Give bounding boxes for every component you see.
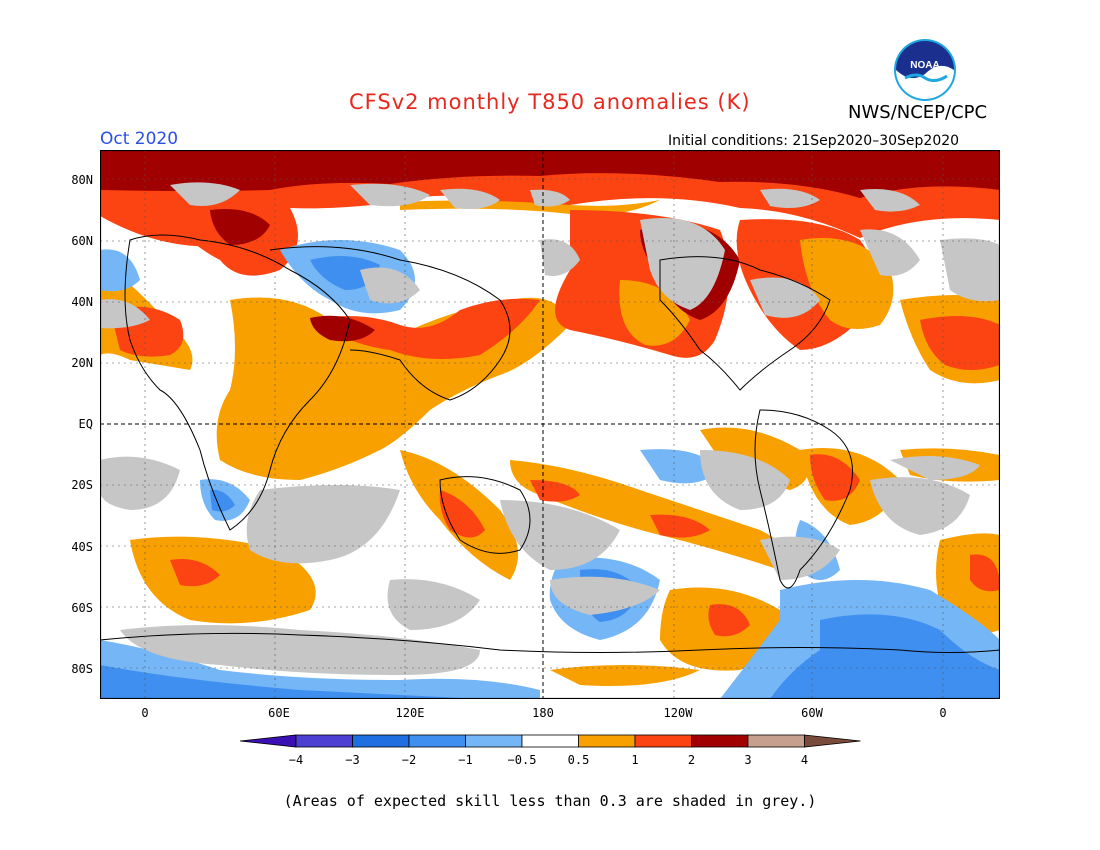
colorbar-tick-label: −0.5: [507, 753, 537, 767]
coastlines: [100, 234, 1000, 653]
colorbar: [240, 734, 861, 748]
lat-label: 60N: [71, 234, 93, 248]
colorbar-cell: [521, 734, 579, 748]
map-frame: [100, 150, 1000, 699]
colorbar-tick-label: 2: [687, 753, 696, 767]
colorbar-tick-label: −1: [458, 753, 473, 767]
colorbar-tick-label: −2: [401, 753, 417, 767]
colorbar-arrow-low: [240, 734, 297, 748]
reference-lines: [100, 150, 1000, 699]
initial-conditions: Initial conditions: 21Sep2020–30Sep2020: [668, 133, 960, 149]
chart-title: CFSv2 monthly T850 anomalies (K): [349, 90, 751, 114]
graticule: [100, 150, 1000, 699]
low-skill-shading: [100, 182, 1000, 675]
lon-label: 60E: [268, 706, 290, 720]
colorbar-cell: [352, 734, 410, 748]
warm-tropical-asia: [216, 297, 570, 580]
anomaly-map: [100, 150, 1000, 699]
lat-label: 20N: [71, 356, 93, 370]
lat-label: 40N: [71, 295, 93, 309]
colorbar-tick-label: 1: [631, 753, 639, 767]
forecast-period: Oct 2020: [100, 129, 179, 149]
colorbar-tick-label: −4: [288, 753, 304, 767]
lon-label: 120E: [395, 706, 425, 720]
colorbar-cell: [634, 734, 692, 748]
colorbar-cell: [295, 734, 353, 748]
lat-label: 20S: [71, 478, 93, 492]
colorbar-cell: [747, 734, 805, 748]
lon-label: 0: [141, 706, 149, 720]
colorbar-tick-label: 4: [800, 753, 809, 767]
lat-label: 60S: [71, 601, 93, 615]
noaa-logo-text: NOAA: [910, 60, 939, 71]
colorbar-cell: [578, 734, 636, 748]
lon-label: 180: [532, 706, 554, 720]
skill-note: (Areas of expected skill less than 0.3 a…: [283, 792, 817, 810]
colorbar-cell: [465, 734, 523, 748]
lat-label: EQ: [78, 417, 93, 431]
noaa-logo: NOAA: [894, 39, 956, 101]
colorbar-tick-label: 3: [744, 753, 752, 767]
colorbar-cell: [691, 734, 749, 748]
lat-label: 80S: [71, 662, 93, 676]
lon-label: 120W: [663, 706, 693, 720]
lon-label: 60W: [801, 706, 823, 720]
agency-label: NWS/NCEP/CPC: [848, 102, 988, 123]
lat-label: 40S: [71, 540, 93, 554]
cool-regions: [100, 240, 1000, 699]
colorbar-cell: [408, 734, 466, 748]
lat-label: 80N: [71, 173, 93, 187]
lon-label: 0: [939, 706, 947, 720]
colorbar-tick-label: −3: [345, 753, 360, 767]
colorbar-arrow-high: [804, 734, 861, 748]
colorbar-tick-label: 0.5: [567, 753, 590, 767]
